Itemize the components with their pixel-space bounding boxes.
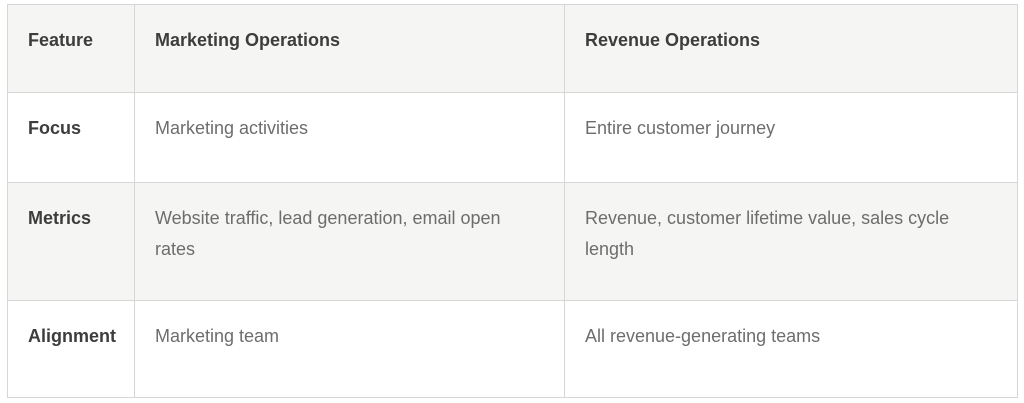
comparison-table-container: Feature Marketing Operations Revenue Ope… [7,4,1018,399]
cell-focus-revenue: Entire customer journey [564,92,1018,183]
table-header-row: Feature Marketing Operations Revenue Ope… [7,4,1018,93]
row-label-alignment: Alignment [7,300,135,399]
cell-focus-marketing: Marketing activities [134,92,565,183]
table-row-metrics: Metrics Website traffic, lead generation… [7,181,1018,302]
row-label-focus: Focus [7,92,135,183]
table-row-focus: Focus Marketing activities Entire custom… [7,92,1018,183]
header-cell-feature: Feature [7,4,135,93]
header-cell-marketing-operations: Marketing Operations [134,4,565,93]
cell-metrics-marketing: Website traffic, lead generation, email … [134,181,565,302]
comparison-table: Feature Marketing Operations Revenue Ope… [7,4,1018,399]
cell-alignment-revenue: All revenue-generating teams [564,300,1018,399]
row-label-metrics: Metrics [7,181,135,302]
table-row-alignment: Alignment Marketing team All revenue-gen… [7,300,1018,399]
header-cell-revenue-operations: Revenue Operations [564,4,1018,93]
cell-alignment-marketing: Marketing team [134,300,565,399]
cell-metrics-revenue: Revenue, customer lifetime value, sales … [564,181,1018,302]
